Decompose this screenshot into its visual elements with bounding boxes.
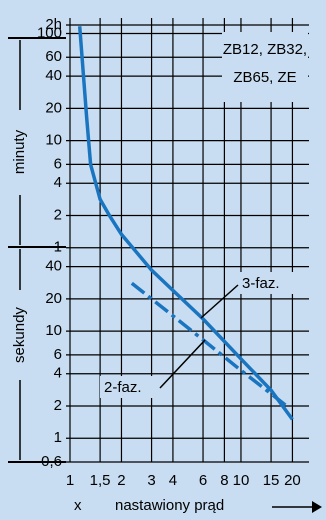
y-tick-label: 40 xyxy=(45,67,62,84)
device-label: ZB65, ZE xyxy=(233,69,296,86)
y-tick-label: 4 xyxy=(54,365,62,382)
label-box xyxy=(222,32,308,102)
y-tick-label: 2h xyxy=(45,16,62,33)
leader xyxy=(200,284,239,319)
y-tick-label: 2 xyxy=(54,397,62,414)
y-tick-label: 10 xyxy=(45,322,62,339)
y-tick-label: 4 xyxy=(54,174,62,191)
y-tick-label: 6 xyxy=(54,346,62,363)
y-tick-label: 1 xyxy=(54,429,62,446)
series-line xyxy=(130,281,288,408)
y-tick-label: 0,6 xyxy=(41,453,62,470)
y-tick-label: 60 xyxy=(45,48,62,65)
x-tick-label: 6 xyxy=(199,472,207,489)
x-tick-label: 8 xyxy=(220,472,228,489)
y-tick-label: 2 xyxy=(54,206,62,223)
x-tick-label: 2 xyxy=(117,472,125,489)
y-tick-label: 20 xyxy=(45,290,62,307)
x-tick-label: 1,5 xyxy=(90,472,111,489)
x-label-prefix: x xyxy=(74,497,82,514)
y-tick-label: 40 xyxy=(45,258,62,275)
y-label: sekundy xyxy=(11,307,28,363)
x-label: nastawiony prąd xyxy=(115,497,224,514)
legend-bg xyxy=(240,272,296,294)
arrow-head xyxy=(312,501,322,513)
x-tick-label: 10 xyxy=(233,472,250,489)
legend-label: 3-faz. xyxy=(242,275,280,292)
y-tick-label: 6 xyxy=(54,155,62,172)
y-tick-label: 20 xyxy=(45,99,62,116)
y-label: minuty xyxy=(11,129,28,174)
series-line xyxy=(77,26,294,421)
x-tick-label: 20 xyxy=(284,472,301,489)
leader xyxy=(159,339,206,389)
y-tick-label: 10 xyxy=(45,132,62,149)
x-tick-label: 3 xyxy=(147,472,155,489)
x-tick-label: 4 xyxy=(169,472,177,489)
device-label: ZB12, ZB32, xyxy=(223,41,307,58)
y-tick-label: 1 xyxy=(54,239,62,256)
y-tick-label: 100 xyxy=(37,24,62,41)
x-tick-label: 1 xyxy=(66,472,74,489)
legend-bg xyxy=(100,376,158,398)
x-tick-label: 15 xyxy=(263,472,280,489)
legend-label: 2-faz. xyxy=(104,379,142,396)
